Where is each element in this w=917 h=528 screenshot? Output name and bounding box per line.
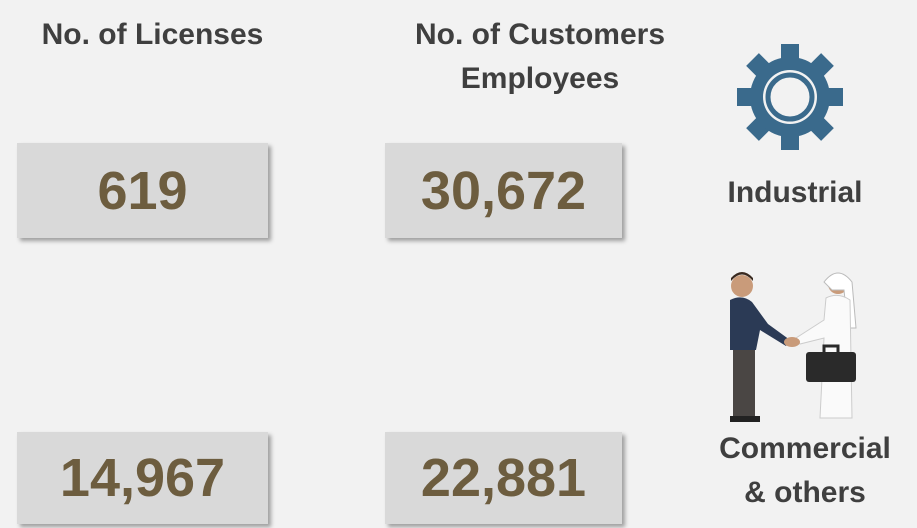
- header-licenses: No. of Licenses: [0, 18, 305, 52]
- sector-label: & others: [690, 476, 917, 510]
- handshake-icon: [720, 268, 870, 423]
- header-customers: No. of Customers: [360, 18, 720, 52]
- value-box: 22,881: [385, 432, 622, 524]
- value-box: 14,967: [17, 432, 268, 524]
- value-box: 30,672: [385, 143, 622, 238]
- header-customers: Employees: [360, 62, 720, 96]
- page: No. of Licenses No. of Customers Employe…: [0, 0, 917, 528]
- value-box: 619: [17, 143, 268, 238]
- gear-icon: [735, 42, 845, 152]
- value: 14,967: [60, 447, 225, 509]
- value: 22,881: [421, 447, 586, 509]
- value: 30,672: [421, 160, 586, 222]
- value: 619: [97, 160, 187, 222]
- sector-label: Commercial: [690, 432, 917, 466]
- sector-label: Industrial: [690, 176, 900, 210]
